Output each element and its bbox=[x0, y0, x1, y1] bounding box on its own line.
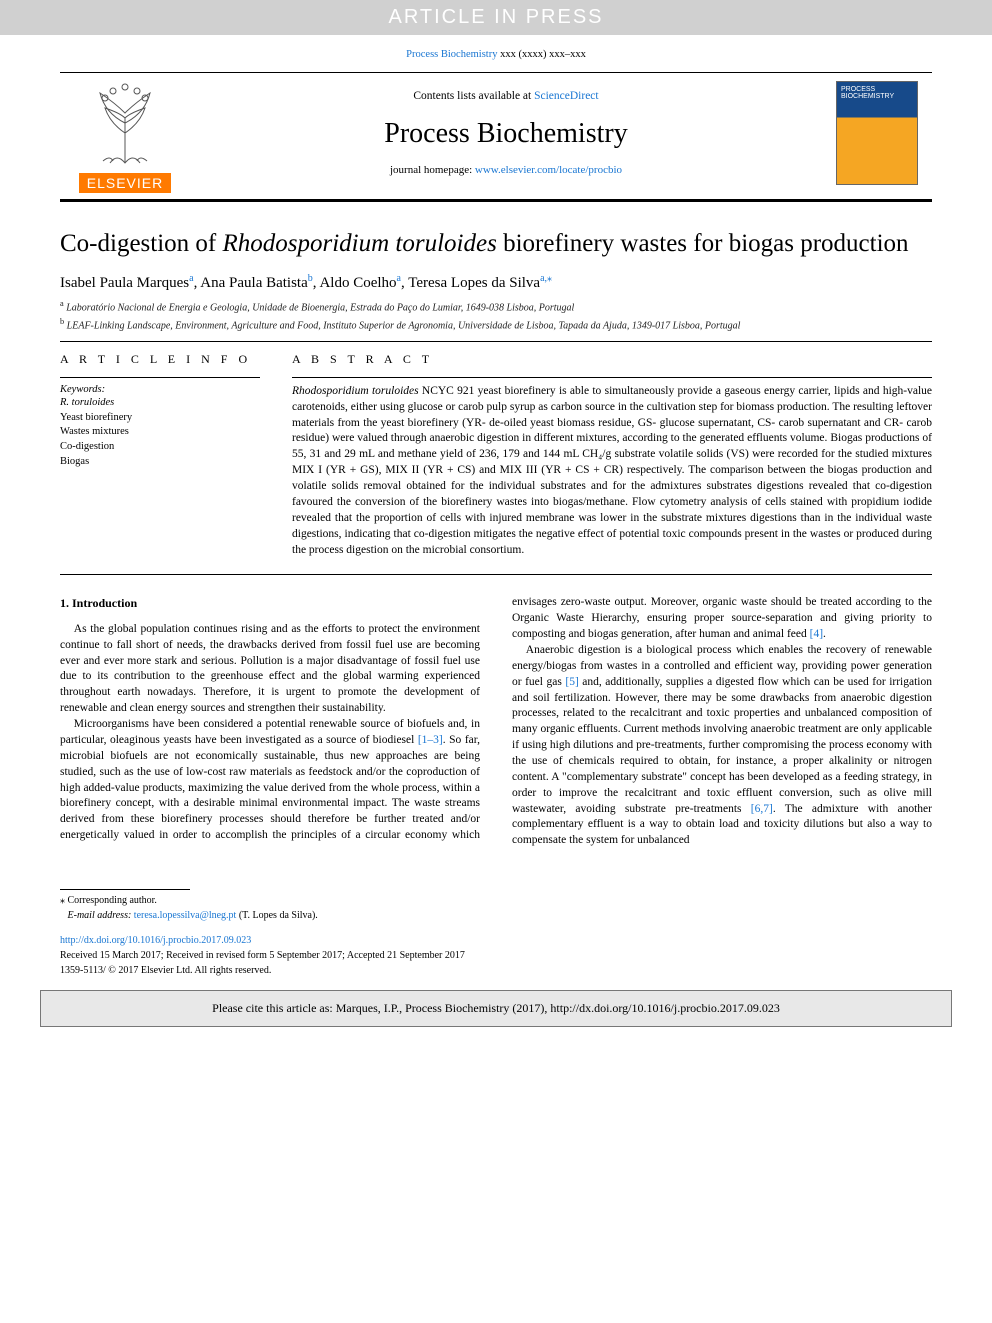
section-1-heading: 1. Introduction bbox=[60, 595, 480, 612]
copyright-line: 1359-5113/ © 2017 Elsevier Ltd. All righ… bbox=[60, 963, 932, 978]
corresponding-author-note: ⁎ Corresponding author. bbox=[60, 893, 932, 908]
author-3: Aldo Coelhoa bbox=[319, 275, 401, 291]
abstract-heading: A B S T R A C T bbox=[292, 352, 932, 367]
rule-below-abstract bbox=[60, 574, 932, 575]
footnote-rule bbox=[60, 889, 190, 890]
affil-sup-b1[interactable]: b bbox=[308, 273, 313, 284]
article-info-heading: A R T I C L E I N F O bbox=[60, 352, 260, 367]
article-in-press-banner: ARTICLE IN PRESS bbox=[0, 0, 992, 35]
contents-prefix: Contents lists available at bbox=[413, 90, 534, 102]
title-species-italic: Rhodosporidium toruloides bbox=[223, 230, 497, 257]
header-block: ELSEVIER Contents lists available at Sci… bbox=[60, 72, 932, 202]
article-title: Co-digestion of Rhodosporidium toruloide… bbox=[60, 228, 932, 259]
elsevier-tree-icon bbox=[75, 73, 175, 173]
keywords-label: Keywords: bbox=[60, 384, 260, 395]
body-two-column: 1. Introduction As the global population… bbox=[60, 595, 932, 849]
info-rule bbox=[60, 377, 260, 378]
intro-p3: Anaerobic digestion is a biological proc… bbox=[512, 643, 932, 849]
keyword-1: R. toruloides bbox=[60, 396, 260, 411]
sciencedirect-link[interactable]: ScienceDirect bbox=[534, 90, 599, 102]
affil-sup-a3[interactable]: a, bbox=[540, 273, 547, 284]
author-2: Ana Paula Batistab bbox=[200, 275, 312, 291]
citation-4[interactable]: [4] bbox=[810, 628, 823, 640]
keyword-3: Wastes mixtures bbox=[60, 425, 260, 440]
keyword-2: Yeast biorefinery bbox=[60, 411, 260, 426]
affiliations: a Laboratório Nacional de Energia e Geol… bbox=[60, 298, 932, 333]
abstract-rule bbox=[292, 377, 932, 378]
header-center: Contents lists available at ScienceDirec… bbox=[190, 82, 822, 184]
please-cite-box: Please cite this article as: Marques, I.… bbox=[40, 990, 952, 1027]
citation-6-7[interactable]: [6,7] bbox=[751, 803, 773, 815]
elsevier-label: ELSEVIER bbox=[79, 173, 171, 193]
journal-name: Process Biochemistry bbox=[190, 118, 822, 150]
received-line: Received 15 March 2017; Received in revi… bbox=[60, 948, 932, 963]
abstract-body: NCYC 921 yeast biorefinery is able to si… bbox=[292, 385, 932, 556]
author-4: Teresa Lopes da Silvaa,⁎ bbox=[408, 275, 552, 291]
author-1: Isabel Paula Marquesa bbox=[60, 275, 194, 291]
article-info-column: A R T I C L E I N F O Keywords: R. torul… bbox=[60, 352, 260, 558]
title-pre: Co-digestion of bbox=[60, 230, 223, 257]
title-post: biorefinery wastes for biogas production bbox=[497, 230, 909, 257]
email-suffix: (T. Lopes da Silva). bbox=[236, 910, 317, 921]
affiliation-b: b LEAF-Linking Landscape, Environment, A… bbox=[60, 316, 932, 333]
footnotes-block: ⁎ Corresponding author. E-mail address: … bbox=[60, 889, 932, 923]
affil-sup-a2[interactable]: a bbox=[397, 273, 401, 284]
volume-placeholder: xxx (xxxx) xxx–xxx bbox=[497, 49, 585, 60]
citation-5[interactable]: [5] bbox=[565, 676, 578, 688]
email-label: E-mail address: bbox=[68, 910, 134, 921]
doi-link[interactable]: http://dx.doi.org/10.1016/j.procbio.2017… bbox=[60, 935, 251, 946]
abstract-column: A B S T R A C T Rhodosporidium toruloide… bbox=[292, 352, 932, 558]
journal-cover-thumb: PROCESS BIOCHEMISTRY bbox=[822, 81, 932, 185]
authors-line: Isabel Paula Marquesa, Ana Paula Batista… bbox=[60, 273, 932, 292]
abstract-text: Rhodosporidium toruloides NCYC 921 yeast… bbox=[292, 384, 932, 558]
keyword-4: Co-digestion bbox=[60, 440, 260, 455]
journal-homepage-link[interactable]: www.elsevier.com/locate/procbio bbox=[475, 164, 622, 176]
affil-sup-a1[interactable]: a bbox=[189, 273, 193, 284]
homepage-prefix: journal homepage: bbox=[390, 164, 475, 176]
intro-p1: As the global population continues risin… bbox=[60, 622, 480, 717]
abstract-species-italic: Rhodosporidium toruloides bbox=[292, 385, 419, 397]
elsevier-logo-block: ELSEVIER bbox=[60, 73, 190, 193]
corresponding-star[interactable]: ⁎ bbox=[547, 273, 552, 284]
cover-title-top: PROCESS bbox=[841, 86, 913, 93]
affiliation-a: a Laboratório Nacional de Energia e Geol… bbox=[60, 298, 932, 315]
doi-block: http://dx.doi.org/10.1016/j.procbio.2017… bbox=[60, 933, 932, 978]
rule-above-abstract bbox=[60, 341, 932, 342]
corresponding-email-link[interactable]: teresa.lopessilva@lneg.pt bbox=[134, 910, 237, 921]
keyword-5: Biogas bbox=[60, 455, 260, 470]
email-line: E-mail address: teresa.lopessilva@lneg.p… bbox=[60, 908, 932, 923]
journal-link-top[interactable]: Process Biochemistry bbox=[406, 49, 497, 60]
cover-title-bottom: BIOCHEMISTRY bbox=[841, 93, 913, 100]
citation-1-3[interactable]: [1–3] bbox=[418, 734, 443, 746]
top-journal-reference: Process Biochemistry xxx (xxxx) xxx–xxx bbox=[0, 35, 992, 68]
